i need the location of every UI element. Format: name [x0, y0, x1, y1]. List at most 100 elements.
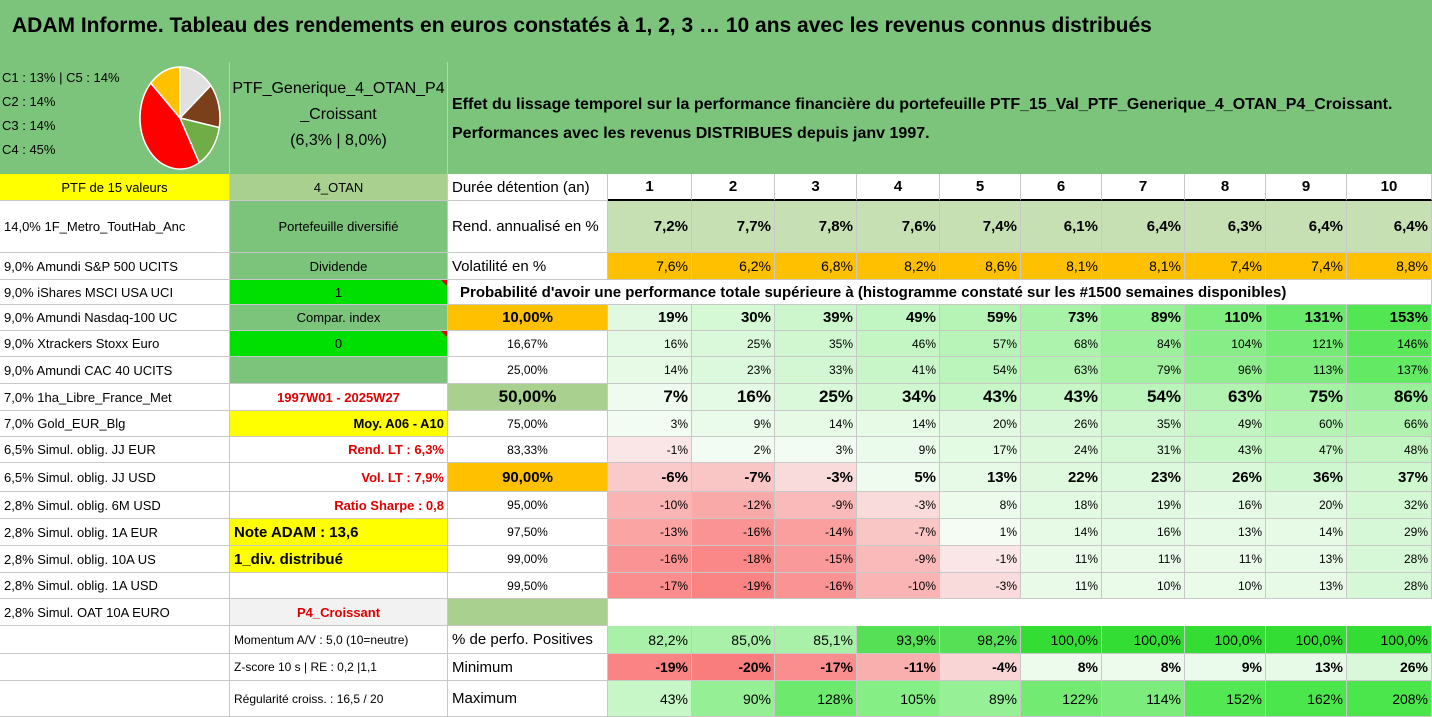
prob-value: 9%: [692, 411, 775, 437]
prob-value: 23%: [1102, 463, 1185, 492]
rend-value: 6,4%: [1266, 201, 1347, 253]
rend-value: 7,6%: [857, 201, 940, 253]
rend-value: 7,8%: [775, 201, 857, 253]
portfolio-name-cell: PTF_Generique_4_OTAN_P4 _Croissant (6,3%…: [230, 62, 448, 174]
effect-line-2: Performances avec les revenus DISTRIBUES…: [452, 125, 930, 142]
prob-value: 13%: [1266, 546, 1347, 573]
param-cell: 1_div. distribué: [230, 546, 448, 573]
label-proba: Probabilité d'avoir une performance tota…: [448, 280, 1432, 305]
prob-value: 137%: [1347, 357, 1432, 384]
prob-value: 43%: [1021, 384, 1102, 411]
asset-row-label: 2,8% Simul. OAT 10A EURO: [0, 599, 230, 626]
prob-value: 59%: [940, 305, 1021, 331]
asset-row-label: 2,8% Simul. oblig. 1A EUR: [0, 519, 230, 546]
year-header: 3: [775, 174, 857, 201]
year-header: 6: [1021, 174, 1102, 201]
min-value: -20%: [692, 654, 775, 681]
pie-legend-c4: C4 : 45%: [2, 142, 56, 157]
asset-row-label: 2,8% Simul. oblig. 6M USD: [0, 492, 230, 519]
pie-slice-c4: [139, 81, 201, 170]
prob-value: 14%: [775, 411, 857, 437]
prob-value: 25%: [692, 331, 775, 357]
asset-row-label: 9,0% Amundi CAC 40 UCITS: [0, 357, 230, 384]
min-value: 8%: [1021, 654, 1102, 681]
prob-value: -3%: [775, 463, 857, 492]
prob-value: 11%: [1021, 573, 1102, 599]
prob-value: 13%: [1266, 573, 1347, 599]
rend-value: 7,2%: [608, 201, 692, 253]
label-vol: Volatilité en %: [448, 253, 608, 280]
max-value: 43%: [608, 681, 692, 717]
param-cell: Dividende: [230, 253, 448, 280]
prob-value: 11%: [1102, 546, 1185, 573]
year-header: 1: [608, 174, 692, 201]
prob-value: -17%: [608, 573, 692, 599]
pie-legend: C1 : 13% | C5 : 14% C2 : 14% C3 : 14% C4…: [2, 66, 120, 162]
portfolio-name-suffix: _Croissant: [300, 106, 377, 123]
prob-value: 14%: [1021, 519, 1102, 546]
prob-value: -3%: [857, 492, 940, 519]
prob-value: 32%: [1347, 492, 1432, 519]
vol-value: 6,8%: [775, 253, 857, 280]
stat-label: Z-score 10 s | RE : 0,2 |1,1: [230, 654, 448, 681]
vol-value: 7,4%: [1266, 253, 1347, 280]
prob-threshold: 99,50%: [448, 573, 608, 599]
vol-value: 6,2%: [692, 253, 775, 280]
prob-value: 63%: [1185, 384, 1266, 411]
min-value: 8%: [1102, 654, 1185, 681]
prob-value: 60%: [1266, 411, 1347, 437]
asset-row-label: 6,5% Simul. oblig. JJ EUR: [0, 437, 230, 463]
pos-value: 100,0%: [1347, 626, 1432, 654]
blank-cell: [0, 626, 230, 654]
prob-value: 1%: [940, 519, 1021, 546]
param-cell: [230, 357, 448, 384]
max-value: 89%: [940, 681, 1021, 717]
prob-threshold: 95,00%: [448, 492, 608, 519]
prob-value: 7%: [608, 384, 692, 411]
prob-value: 89%: [1102, 305, 1185, 331]
prob-value: 46%: [857, 331, 940, 357]
max-value: 208%: [1347, 681, 1432, 717]
vol-value: 8,2%: [857, 253, 940, 280]
prob-threshold: 97,50%: [448, 519, 608, 546]
asset-row-label: 2,8% Simul. oblig. 10A US: [0, 546, 230, 573]
label-pos: % de perfo. Positives: [448, 626, 608, 654]
year-header: 7: [1102, 174, 1185, 201]
prob-value: 20%: [940, 411, 1021, 437]
empty-green-cell: [448, 599, 608, 626]
prob-value: 75%: [1266, 384, 1347, 411]
prob-value: -9%: [857, 546, 940, 573]
pos-value: 100,0%: [1021, 626, 1102, 654]
prob-value: -14%: [775, 519, 857, 546]
vol-value: 8,1%: [1021, 253, 1102, 280]
prob-value: 84%: [1102, 331, 1185, 357]
prob-value: -16%: [692, 519, 775, 546]
pos-value: 93,9%: [857, 626, 940, 654]
prob-value: 49%: [1185, 411, 1266, 437]
prob-value: 36%: [1266, 463, 1347, 492]
prob-value: 3%: [775, 437, 857, 463]
vol-value: 8,8%: [1347, 253, 1432, 280]
prob-value: 16%: [608, 331, 692, 357]
prob-threshold: 83,33%: [448, 437, 608, 463]
param-cell: Portefeuille diversifié: [230, 201, 448, 253]
max-value: 114%: [1102, 681, 1185, 717]
asset-row-label: 6,5% Simul. oblig. JJ USD: [0, 463, 230, 492]
asset-row-label: 14,0% 1F_Metro_ToutHab_Anc: [0, 201, 230, 253]
prob-value: -16%: [775, 573, 857, 599]
rend-value: 6,1%: [1021, 201, 1102, 253]
prob-value: 8%: [940, 492, 1021, 519]
prob-value: 47%: [1266, 437, 1347, 463]
pie-slice-c1: [149, 66, 181, 121]
prob-threshold: 16,67%: [448, 331, 608, 357]
prob-value: 20%: [1266, 492, 1347, 519]
min-value: 26%: [1347, 654, 1432, 681]
prob-value: 28%: [1347, 546, 1432, 573]
param-cell: 1: [230, 280, 448, 305]
year-header: 2: [692, 174, 775, 201]
portfolio-name: PTF_Generique_4_OTAN_P4: [232, 80, 445, 97]
pos-value: 98,2%: [940, 626, 1021, 654]
prob-threshold: 99,00%: [448, 546, 608, 573]
param-cell: Ratio Sharpe : 0,8: [230, 492, 448, 519]
prob-value: 48%: [1347, 437, 1432, 463]
